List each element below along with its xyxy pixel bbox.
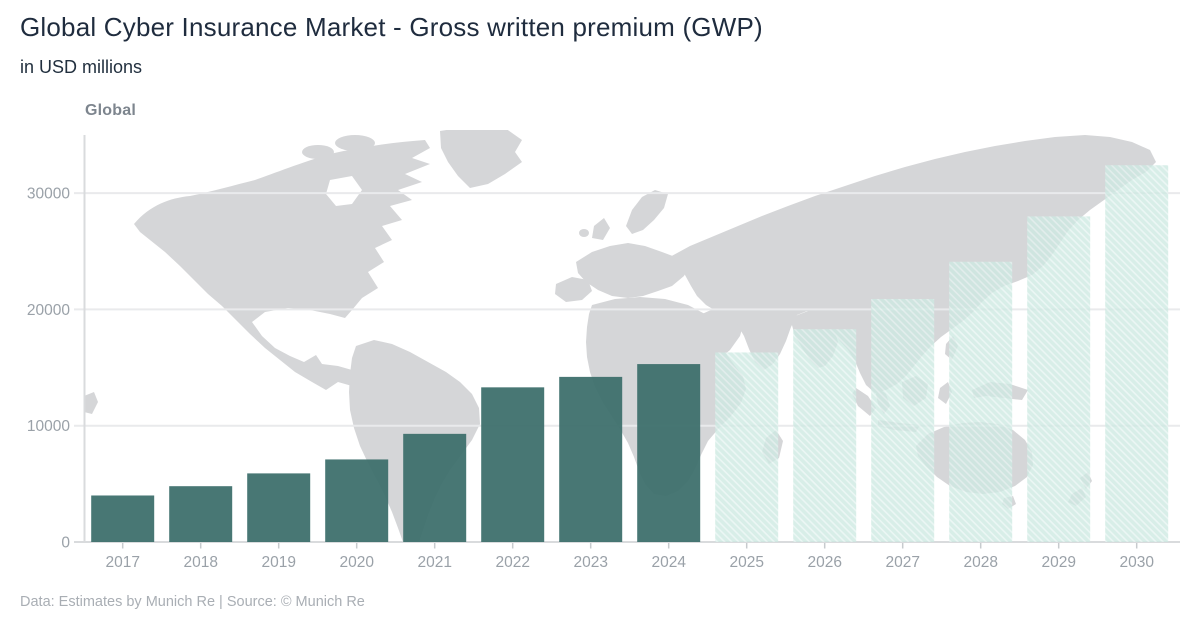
x-tick-label-2028: 2028 — [963, 554, 997, 571]
bar-2028-estimate — [949, 261, 1013, 542]
bar-2025-estimate — [715, 352, 779, 542]
x-tick-label-2021: 2021 — [417, 554, 451, 571]
x-tick-label-2026: 2026 — [807, 554, 841, 571]
bar-2021 — [403, 433, 467, 542]
x-tick-label-2029: 2029 — [1041, 554, 1075, 571]
bar-2023 — [559, 376, 623, 542]
bar-2022 — [481, 387, 545, 542]
bar-2019 — [247, 473, 311, 542]
x-tick-label-2027: 2027 — [885, 554, 919, 571]
x-tick-label-2024: 2024 — [651, 554, 686, 571]
axis-labels-layer: 0 10000 20000 30000 2017 2018 2019 2020 2021 2022… — [27, 186, 1154, 571]
x-tick-label-2030: 2030 — [1119, 554, 1154, 571]
y-tick-label-10000: 10000 — [27, 418, 70, 435]
y-tick-label-20000: 20000 — [27, 302, 70, 319]
x-tick-label-2020: 2020 — [339, 554, 374, 571]
bar-2026-estimate — [793, 329, 857, 542]
source-note: Data: Estimates by Munich Re | Source: ©… — [20, 594, 365, 610]
bar-2024 — [637, 364, 701, 542]
bar-2029-estimate — [1027, 216, 1091, 542]
y-tick-label-30000: 30000 — [27, 186, 70, 203]
y-tick-label-0: 0 — [61, 535, 70, 552]
x-tick-label-2019: 2019 — [261, 554, 295, 571]
bar-2030-estimate — [1105, 165, 1169, 542]
x-tick-label-2018: 2018 — [183, 554, 217, 571]
panel-label: Global — [85, 102, 136, 119]
x-tick-label-2022: 2022 — [495, 554, 529, 571]
bars-layer — [91, 165, 1169, 542]
axis-layer — [83, 135, 1138, 549]
chart-subtitle: in USD millions — [20, 57, 143, 77]
bar-2027-estimate — [871, 298, 935, 542]
x-tick-label-2025: 2025 — [729, 554, 763, 571]
chart-title: Global Cyber Insurance Market - Gross wr… — [20, 12, 763, 42]
bar-2018 — [169, 486, 233, 542]
bar-2017 — [91, 495, 155, 542]
bar-2020 — [325, 459, 389, 542]
x-tick-label-2017: 2017 — [105, 554, 139, 571]
x-tick-label-2023: 2023 — [573, 554, 607, 571]
